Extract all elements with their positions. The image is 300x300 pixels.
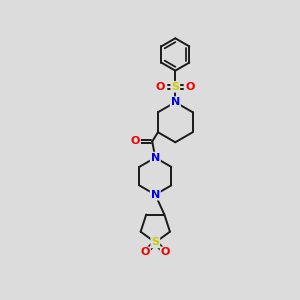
Text: N: N	[151, 190, 160, 200]
Text: O: O	[160, 248, 170, 257]
Text: O: O	[141, 248, 150, 257]
Text: O: O	[185, 82, 195, 92]
Text: N: N	[171, 97, 180, 107]
Text: S: S	[151, 237, 159, 248]
Text: N: N	[151, 153, 160, 163]
Text: S: S	[171, 82, 179, 92]
Text: O: O	[156, 82, 165, 92]
Text: O: O	[130, 136, 140, 146]
